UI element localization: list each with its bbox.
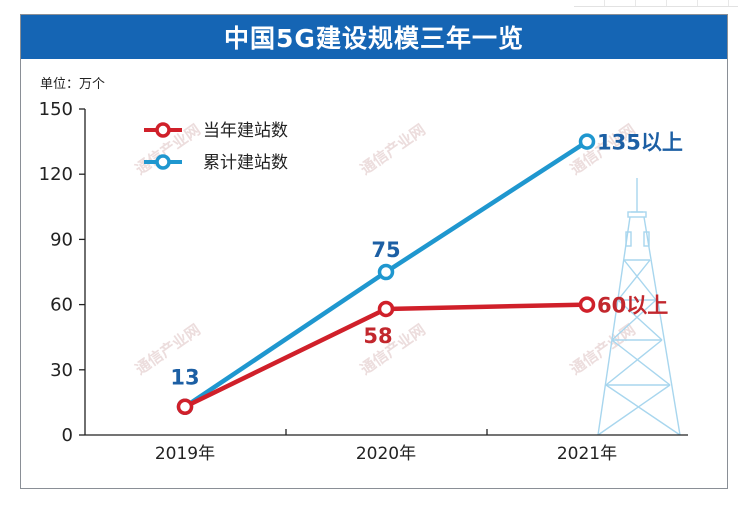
legend-swatch-marker [155, 122, 171, 138]
y-tick-label: 60 [50, 295, 73, 316]
y-tick-label: 0 [62, 425, 73, 446]
cell-tower-illustration [597, 178, 681, 436]
legend-item-cumulative: 累计建站数 [144, 153, 288, 173]
chart-frame: 中国5G建设规模三年一览 [20, 14, 728, 489]
legend-item-annual: 当年建站数 [144, 121, 288, 141]
data-label: 60以上 [597, 294, 668, 318]
data-point [578, 133, 596, 150]
data-labels: 13 75 135以上 58 60以上 [170, 131, 682, 390]
corner-decoration [574, 0, 738, 7]
data-label: 58 [363, 324, 392, 348]
y-tick-label: 120 [39, 164, 73, 185]
data-label: 13 [170, 366, 199, 390]
watermark-text: 通信产业网 [357, 121, 429, 179]
y-tick-label: 90 [50, 229, 73, 250]
x-axis-ticks: 2019年 2020年 2021年 [155, 429, 617, 464]
y-axis-ticks: 0 30 60 90 120 150 [39, 99, 85, 446]
data-point [377, 300, 395, 318]
data-point [578, 296, 596, 313]
x-tick-label: 2019年 [155, 444, 215, 464]
legend-swatch-marker [155, 154, 171, 170]
data-label: 75 [371, 238, 400, 262]
legend-label: 累计建站数 [203, 153, 288, 173]
legend-label: 当年建站数 [203, 121, 288, 141]
watermark-text: 通信产业网 [567, 321, 639, 379]
data-point [176, 398, 194, 415]
legend: 当年建站数 累计建站数 [144, 121, 288, 173]
data-point [377, 263, 395, 281]
y-tick-label: 30 [50, 360, 73, 381]
chart-title-banner: 中国5G建设规模三年一览 [21, 15, 727, 59]
y-tick-label: 150 [39, 99, 73, 120]
x-tick-label: 2021年 [557, 444, 617, 464]
x-tick-label: 2020年 [356, 444, 416, 464]
data-label: 135以上 [597, 131, 683, 155]
series-lines [176, 133, 596, 415]
unit-label: 单位：万个 [40, 77, 105, 92]
